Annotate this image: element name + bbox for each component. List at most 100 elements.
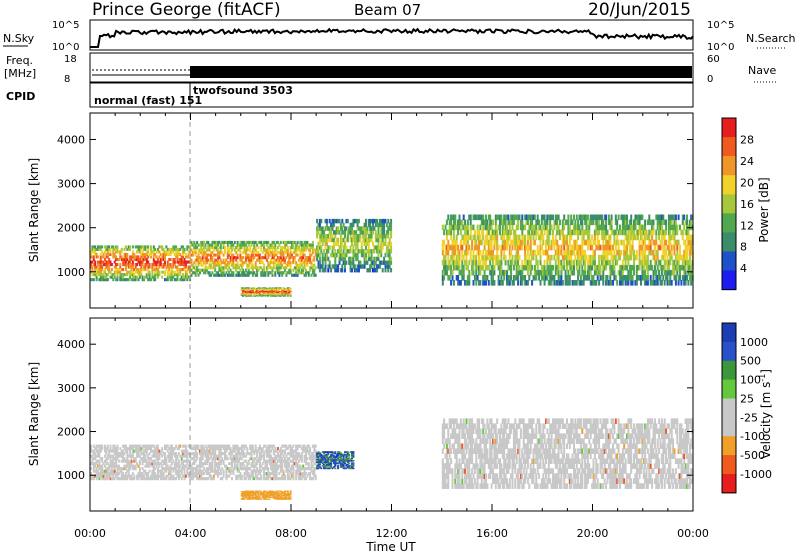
- data-cell: [235, 273, 238, 277]
- data-cell: [228, 452, 231, 456]
- data-cell: [482, 234, 485, 241]
- data-cell: [593, 229, 596, 236]
- data-cell: [631, 229, 634, 236]
- data-cell: [228, 447, 231, 451]
- data-cell: [204, 469, 207, 473]
- data-cell: [588, 254, 591, 261]
- data-cell: [369, 237, 372, 243]
- data-cell: [117, 472, 120, 476]
- data-cell: [450, 234, 453, 241]
- data-cell: [193, 261, 196, 265]
- data-cell: [233, 266, 236, 270]
- data-cell: [538, 234, 541, 241]
- data-cell: [110, 467, 113, 471]
- data-cell: [579, 244, 582, 251]
- data-cell: [152, 247, 155, 251]
- data-cell: [126, 459, 129, 463]
- data-cell: [176, 462, 179, 466]
- data-cell: [98, 263, 101, 267]
- data-cell: [226, 246, 229, 250]
- data-cell: [278, 263, 281, 267]
- data-cell: [258, 258, 261, 262]
- data-cell: [219, 444, 222, 448]
- data-cell: [606, 254, 609, 261]
- data-cell: [240, 289, 243, 291]
- data-cell: [231, 477, 233, 481]
- data-cell: [633, 249, 635, 256]
- data-cell: [352, 256, 355, 262]
- data-cell: [483, 259, 486, 266]
- data-cell: [521, 234, 524, 241]
- data-cell: [581, 224, 584, 231]
- data-cell: [154, 247, 157, 251]
- data-cell: [183, 275, 186, 279]
- data-cell: [217, 248, 219, 252]
- data-cell: [584, 214, 587, 221]
- data-cell: [240, 258, 243, 262]
- data-cell: [264, 287, 267, 289]
- data-cell: [210, 447, 212, 451]
- data-cell: [190, 447, 193, 451]
- data-cell: [120, 467, 123, 471]
- data-cell: [688, 219, 691, 226]
- data-cell: [219, 261, 222, 265]
- data-cell: [289, 268, 292, 272]
- data-cell: [115, 464, 118, 468]
- data-cell: [138, 469, 141, 473]
- data-cell: [522, 239, 525, 246]
- data-cell: [466, 264, 469, 271]
- data-cell: [566, 280, 568, 286]
- data-cell: [168, 247, 171, 251]
- data-cell: [182, 252, 185, 256]
- data-cell: [115, 278, 118, 282]
- data-cell: [584, 259, 587, 266]
- data-cell: [193, 243, 196, 247]
- data-cell: [331, 264, 334, 269]
- data-cell: [106, 447, 109, 451]
- data-cell: [169, 275, 172, 279]
- data-cell: [637, 219, 640, 226]
- data-cell: [311, 248, 314, 252]
- data-cell: [633, 234, 635, 241]
- data-cell: [510, 219, 513, 226]
- data-cell: [292, 256, 295, 260]
- data-cell: [388, 249, 391, 254]
- data-cell: [108, 467, 111, 471]
- data-cell: [253, 293, 256, 295]
- data-cell: [609, 249, 612, 256]
- data-cell: [445, 264, 448, 271]
- data-cell: [176, 247, 179, 251]
- data-cell: [243, 293, 246, 295]
- data-cell: [246, 467, 249, 471]
- data-cell: [646, 234, 649, 241]
- data-cell: [519, 280, 522, 286]
- data-cell: [104, 275, 106, 279]
- data-cell: [496, 234, 499, 241]
- data-cell: [367, 234, 370, 239]
- data-cell: [573, 269, 575, 276]
- data-cell: [101, 457, 104, 461]
- data-cell: [158, 457, 161, 461]
- data-cell: [102, 472, 105, 476]
- data-cell: [162, 252, 165, 256]
- data-cell: [540, 244, 543, 251]
- data-cell: [570, 249, 573, 256]
- data-cell: [328, 230, 331, 235]
- data-cell: [264, 295, 267, 297]
- data-cell: [648, 264, 651, 271]
- data-cell: [194, 253, 197, 257]
- data-cell: [581, 229, 584, 236]
- data-cell: [123, 258, 126, 262]
- data-cell: [490, 254, 493, 261]
- data-cell: [268, 287, 271, 289]
- data-cell: [169, 447, 172, 451]
- data-cell: [165, 477, 168, 481]
- data-cell: [595, 219, 598, 226]
- data-cell: [108, 268, 111, 272]
- data-cell: [494, 224, 497, 231]
- data-cell: [578, 224, 581, 231]
- data-cell: [337, 264, 340, 269]
- data-cell: [162, 472, 165, 476]
- data-cell: [229, 467, 232, 471]
- data-cell: [243, 240, 246, 244]
